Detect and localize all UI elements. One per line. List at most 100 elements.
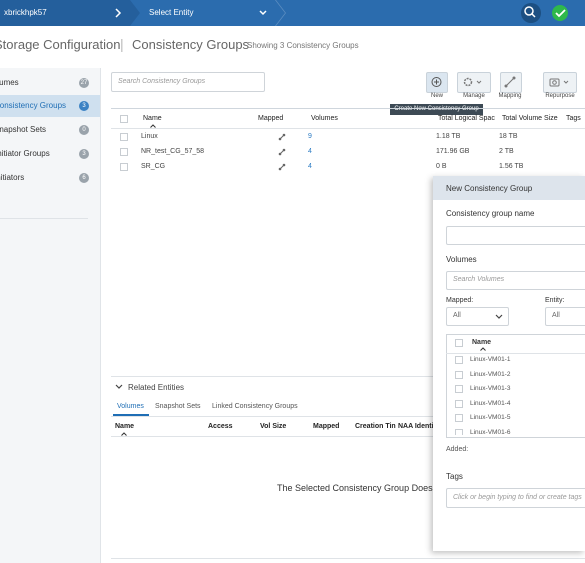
sidebar-badge: 3 bbox=[79, 101, 89, 111]
related-column[interactable]: Access bbox=[208, 423, 233, 430]
search-placeholder: Search Consistency Groups bbox=[118, 78, 206, 85]
volume-name: Linux-VM01-2 bbox=[470, 370, 511, 378]
sidebar bbox=[0, 68, 101, 563]
sidebar-badge: 3 bbox=[79, 149, 89, 159]
logical-space: 1.18 TB bbox=[436, 133, 461, 140]
related-column-clip: Mapped bbox=[313, 422, 353, 433]
related-column-clip: Name bbox=[115, 422, 205, 433]
volume-count[interactable]: 4 bbox=[308, 148, 312, 155]
related-tab[interactable]: Snapshot Sets bbox=[155, 403, 201, 410]
manage-button[interactable] bbox=[457, 72, 491, 93]
active-tab-underline bbox=[113, 414, 149, 416]
sidebar-item[interactable]: Consistency Groups bbox=[0, 101, 67, 110]
related-tab[interactable]: Volumes bbox=[117, 403, 144, 410]
cg-name[interactable]: NR_test_CG_57_58 bbox=[141, 148, 205, 155]
header-checkbox[interactable] bbox=[120, 115, 128, 123]
toolbar-label: New bbox=[430, 93, 443, 99]
related-column[interactable]: NAA Identi bbox=[398, 423, 433, 430]
related-column-clip: Access bbox=[208, 422, 258, 433]
volume-size: 18 TB bbox=[499, 133, 518, 140]
volume-name: Linux-VM01-6 bbox=[470, 428, 511, 436]
subtitle: Showing 3 Consistency Groups bbox=[247, 41, 359, 50]
column-header-clip: Total Logical Spac bbox=[438, 114, 498, 125]
mapped-icon bbox=[278, 133, 286, 141]
volume-checkbox[interactable] bbox=[455, 414, 463, 422]
dialog-header bbox=[433, 176, 585, 200]
cg-name[interactable]: SR_CG bbox=[141, 163, 166, 170]
row-checkbox[interactable] bbox=[120, 133, 128, 141]
column-header[interactable]: Name bbox=[143, 115, 162, 122]
tags-label: Tags bbox=[446, 472, 463, 481]
divider: | bbox=[120, 36, 124, 52]
column-header[interactable]: Total Volume Size bbox=[502, 115, 558, 122]
list-header-border bbox=[446, 353, 585, 354]
volume-search[interactable]: Search Volumes bbox=[446, 271, 585, 290]
related-column[interactable]: Name bbox=[115, 423, 135, 430]
volume-checkbox[interactable] bbox=[455, 399, 463, 408]
toolbar-label: Mapping bbox=[498, 93, 522, 99]
empty-message: The Selected Consistency Group Does bbox=[277, 483, 433, 493]
sidebar-item[interactable]: Initiator Groups bbox=[0, 149, 50, 158]
column-header[interactable]: Tags bbox=[566, 115, 581, 122]
row-checkbox[interactable] bbox=[120, 148, 128, 156]
sidebar-item[interactable]: Snapshot Sets bbox=[0, 125, 47, 134]
select-all-checkbox[interactable] bbox=[455, 339, 463, 347]
toolbar-label: Manage bbox=[463, 93, 485, 99]
entity-selector[interactable]: Select Entity bbox=[149, 8, 194, 17]
sidebar-item[interactable]: Initiators bbox=[0, 173, 25, 182]
tabs-border bbox=[111, 416, 433, 417]
sidebar-divider bbox=[0, 218, 88, 219]
volume-name: Linux-VM01-3 bbox=[470, 385, 511, 392]
entity-value: All bbox=[552, 312, 560, 319]
section-title: Consistency Groups bbox=[132, 37, 250, 52]
related-column[interactable]: Mapped bbox=[313, 423, 340, 430]
tags-placeholder: Click or begin typing to find or create … bbox=[453, 494, 582, 501]
volume-count[interactable]: 9 bbox=[308, 133, 312, 140]
related-top-border bbox=[111, 376, 433, 377]
column-header[interactable]: Volumes bbox=[311, 115, 338, 122]
added-label: Added: bbox=[446, 446, 469, 453]
volume-checkbox[interactable] bbox=[455, 385, 463, 393]
sort-arrow bbox=[150, 124, 156, 128]
page-title: Storage Configuration bbox=[0, 37, 121, 52]
toolbar-icons bbox=[431, 76, 569, 88]
volume-checkbox[interactable] bbox=[455, 356, 463, 364]
volume-count[interactable]: 4 bbox=[308, 163, 312, 170]
name-input[interactable] bbox=[446, 226, 585, 245]
entity-select[interactable]: All bbox=[545, 307, 585, 326]
related-column[interactable]: Creation Tin bbox=[355, 423, 396, 430]
message-clip: The Selected Consistency Group Does bbox=[270, 482, 433, 496]
tags-input[interactable]: Click or begin typing to find or create … bbox=[446, 488, 585, 508]
repurpose-button[interactable] bbox=[543, 72, 577, 93]
column-header-clip: Mapped bbox=[258, 114, 338, 125]
list-name-header: Name bbox=[472, 339, 492, 346]
volume-size: 1.56 TB bbox=[499, 163, 524, 170]
cg-name[interactable]: Linux bbox=[141, 133, 158, 140]
related-column-clip: Creation Tin bbox=[355, 422, 396, 433]
logical-space: 171.96 GB bbox=[436, 148, 470, 155]
sidebar-item[interactable]: Volumes bbox=[0, 78, 19, 87]
bottom-border bbox=[111, 558, 585, 559]
top-bar-shapes bbox=[0, 0, 568, 26]
sidebar-badge: 27 bbox=[79, 78, 89, 88]
mapped-select[interactable]: All bbox=[446, 307, 509, 326]
search-box[interactable]: Search Consistency Groups bbox=[111, 72, 265, 92]
row-checkbox[interactable] bbox=[120, 163, 128, 171]
system-name[interactable]: xbrickhpk57 bbox=[4, 8, 47, 17]
volume-checkbox[interactable] bbox=[455, 370, 463, 379]
related-column[interactable]: Vol Size bbox=[260, 423, 287, 430]
mapping-button[interactable] bbox=[500, 72, 522, 93]
volume-name: Linux-VM01-1 bbox=[470, 356, 511, 363]
volume-list bbox=[446, 334, 585, 438]
volume-checkbox[interactable] bbox=[455, 428, 463, 435]
sidebar-badge: 6 bbox=[79, 173, 89, 183]
volume-rows: Linux-VM01-1 Linux-VM01-2 Linux-VM01-3 Linu… bbox=[446, 354, 585, 435]
column-header[interactable]: Total Logical Spac bbox=[438, 115, 495, 122]
table-top-border bbox=[111, 108, 585, 109]
sort-arrow bbox=[121, 432, 127, 436]
related-column-clip: Vol Size bbox=[260, 422, 310, 433]
related-tab[interactable]: Linked Consistency Groups bbox=[212, 403, 298, 410]
column-header[interactable]: Mapped bbox=[258, 115, 284, 122]
collapse-arrow[interactable] bbox=[115, 383, 123, 391]
